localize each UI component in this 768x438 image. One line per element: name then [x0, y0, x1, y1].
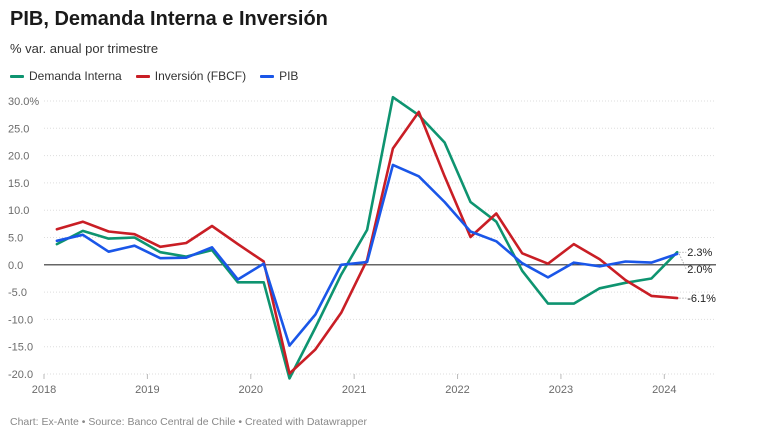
chart-title: PIB, Demanda Interna e Inversión — [10, 8, 328, 30]
series-lines — [55, 95, 679, 380]
series-line-demanda — [55, 95, 679, 380]
y-tick-label: 10.0 — [8, 205, 29, 217]
y-tick-label: -20.0 — [8, 369, 33, 381]
end-labels: 2.3% 2.0% -6.1% — [678, 247, 716, 305]
end-label-connector-pib — [678, 253, 687, 270]
x-tick-label: 2023 — [549, 384, 573, 396]
y-tick-label: 20.0 — [8, 151, 29, 163]
y-tick-label: 0.0 — [8, 260, 23, 272]
series-line-pib — [55, 163, 679, 347]
x-tick-label: 2021 — [342, 384, 366, 396]
legend-item-pib: PIB — [260, 69, 298, 83]
legend-label-demanda: Demanda Interna — [29, 69, 122, 83]
y-tick-label: -15.0 — [8, 342, 33, 354]
x-tick-label: 2024 — [652, 384, 676, 396]
legend-swatch-pib — [260, 74, 275, 78]
end-label-pib: 2.0% — [687, 264, 712, 276]
footer-credit: Chart: Ex-Ante • Source: Banco Central d… — [10, 416, 367, 428]
chart-subtitle: % var. anual por trimestre — [10, 41, 159, 56]
x-tick-label: 2018 — [32, 384, 56, 396]
legend-swatch-demanda — [10, 74, 24, 78]
y-tick-label: 25.0 — [8, 123, 29, 135]
legend-label-pib: PIB — [279, 69, 299, 83]
x-tick-label: 2020 — [239, 384, 263, 396]
legend-label-inversion: Inversión (FBCF) — [154, 69, 247, 83]
y-tick-label: -10.0 — [8, 314, 33, 326]
legend-item-inversion: Inversión (FBCF) — [135, 69, 247, 83]
x-tick-label: 2019 — [135, 384, 159, 396]
end-label-inversion: -6.1% — [687, 293, 716, 305]
x-tick-label: 2022 — [445, 384, 469, 396]
legend-item-demanda: Demanda Interna — [10, 69, 122, 83]
legend: Demanda Interna Inversión (FBCF) PIB — [10, 69, 298, 83]
grid-lines — [44, 100, 716, 375]
end-label-demanda: 2.3% — [687, 247, 712, 259]
y-tick-label: 5.0 — [8, 233, 23, 245]
y-tick-label: 30.0% — [8, 96, 39, 108]
y-axis-ticks: 30.0% 25.0 20.0 15.0 10.0 5.0 0.0 -5.0 -10.0 -15.… — [8, 96, 39, 381]
y-tick-label: 15.0 — [8, 178, 29, 190]
y-tick-label: -5.0 — [8, 287, 27, 299]
series-line-inversion — [55, 110, 679, 375]
legend-swatch-inversion — [135, 74, 150, 78]
x-axis-ticks: 2018 2019 2020 2021 2022 2023 2024 — [32, 374, 677, 396]
